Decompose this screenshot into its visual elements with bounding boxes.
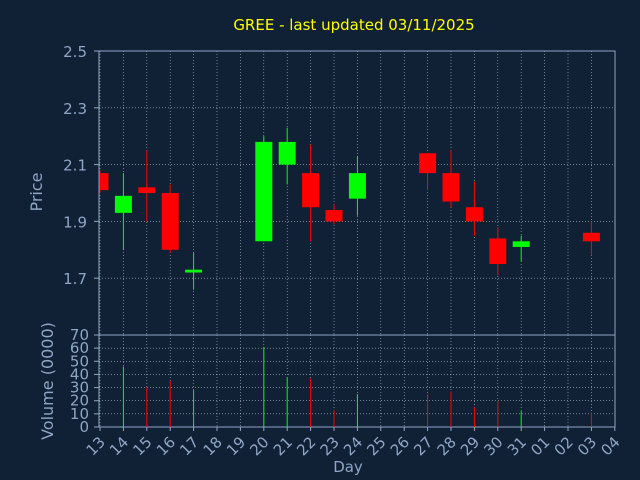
candle-body <box>302 173 320 208</box>
candle-body <box>100 173 109 191</box>
candle-body <box>489 238 507 264</box>
day-tick-label: 21 <box>270 433 296 459</box>
volume-tick-label: 10 <box>70 405 89 423</box>
candle-body <box>325 210 343 222</box>
candle-body <box>138 187 156 193</box>
candle-body <box>419 153 437 174</box>
day-tick-label: 24 <box>340 433 366 459</box>
candle-body <box>278 141 296 165</box>
candle-body <box>465 207 483 222</box>
price-tick-label: 1.9 <box>63 213 87 231</box>
candle-body <box>442 173 460 202</box>
volume-tick-label: 30 <box>70 379 89 397</box>
volume-tick-label: 0 <box>79 418 89 436</box>
price-panel: 1.7 1.9 2.1 2.3 2.5 <box>63 43 616 336</box>
candle-body <box>582 232 600 242</box>
chart-title: GREE - last updated 03/11/2025 <box>233 16 474 34</box>
day-tick-label: 26 <box>387 433 413 459</box>
day-tick-label: 25 <box>363 433 389 459</box>
day-tick-label: 04 <box>597 433 623 459</box>
day-tick-label: 15 <box>129 433 155 459</box>
day-tick-label: 16 <box>153 433 179 459</box>
price-axis-label: Price <box>27 172 46 211</box>
day-tick-label: 22 <box>293 433 319 459</box>
candle-body <box>114 195 132 213</box>
day-tick-label: 18 <box>200 433 226 459</box>
volume-axis-label: Volume (0000) <box>38 322 57 440</box>
price-tick-label: 1.7 <box>63 270 87 288</box>
day-tick-label: 19 <box>223 433 249 459</box>
day-tick-label: 02 <box>551 433 577 459</box>
day-tick-label: 30 <box>480 433 506 459</box>
volume-panel: 1314151617181920212223242526272829303101… <box>70 326 624 459</box>
day-tick-label: 20 <box>246 433 272 459</box>
day-tick-label: 31 <box>504 433 530 459</box>
volume-tick-label: 20 <box>70 392 89 410</box>
day-tick-label: 23 <box>317 433 343 459</box>
candle-body <box>348 173 366 199</box>
volume-tick-label: 50 <box>70 352 89 370</box>
volume-tick-label: 40 <box>70 365 89 383</box>
x-axis-label: Day <box>333 458 363 476</box>
day-tick-label: 01 <box>527 433 553 459</box>
day-tick-label: 28 <box>434 433 460 459</box>
day-tick-label: 03 <box>574 433 600 459</box>
price-tick-label: 2.3 <box>63 100 87 118</box>
candle-body <box>255 141 273 242</box>
day-tick-label: 14 <box>106 433 132 459</box>
volume-tick-label: 70 <box>70 326 89 344</box>
day-tick-label: 13 <box>83 433 109 459</box>
price-tick-label: 2.1 <box>63 157 87 175</box>
candle-body <box>512 241 530 247</box>
candle-body <box>185 269 203 273</box>
price-tick-label: 2.5 <box>63 43 87 61</box>
day-tick-label: 27 <box>410 433 436 459</box>
volume-tick-label: 60 <box>70 339 89 357</box>
candle-body <box>161 193 179 250</box>
day-tick-label: 17 <box>176 433 202 459</box>
day-tick-label: 29 <box>457 433 483 459</box>
